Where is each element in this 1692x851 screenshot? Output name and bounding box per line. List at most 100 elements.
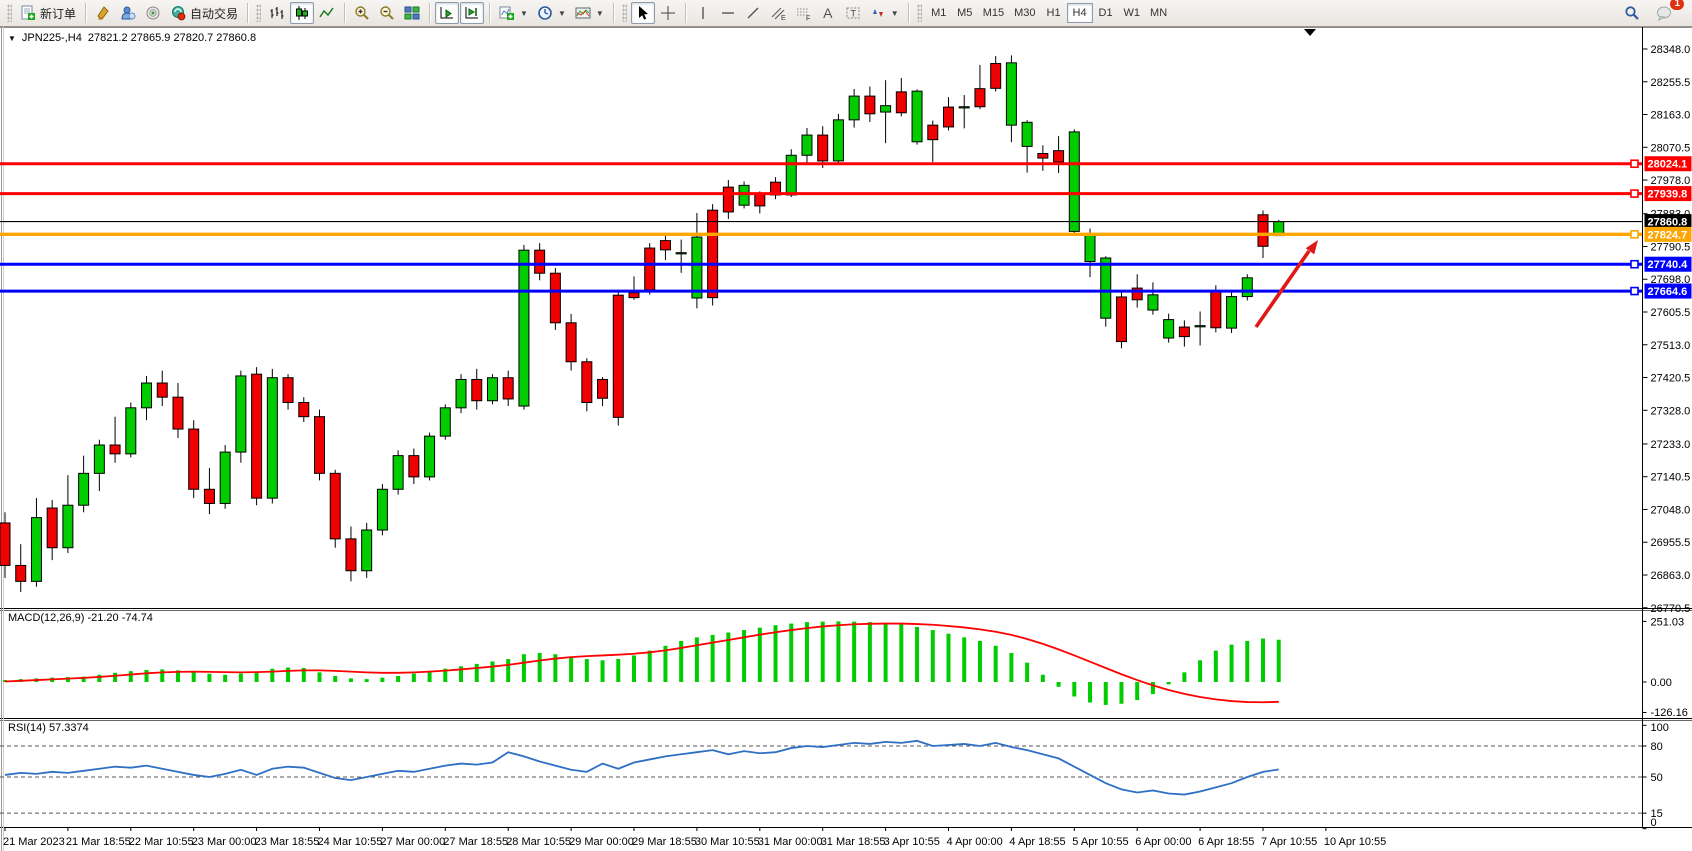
candle-body bbox=[691, 236, 703, 299]
symbol-dropdown-icon[interactable]: ▼ bbox=[8, 33, 16, 43]
main-toolbar: 新订单 自动交易 bbox=[0, 0, 1692, 27]
candle-body bbox=[1210, 291, 1222, 329]
macd-panel[interactable] bbox=[3, 621, 1281, 705]
zoom-out-icon bbox=[379, 5, 395, 21]
toolbar-grip[interactable] bbox=[621, 4, 627, 22]
vertical-line-tool-button[interactable] bbox=[691, 2, 715, 24]
candle-body bbox=[1257, 214, 1269, 247]
candle-body bbox=[675, 252, 687, 255]
candle-body bbox=[266, 377, 278, 499]
template-icon bbox=[575, 5, 591, 21]
time-axis-label: 21 Mar 18:55 bbox=[66, 836, 131, 848]
zoom-in-button[interactable] bbox=[350, 2, 374, 24]
toolbar-grip[interactable] bbox=[7, 4, 12, 22]
macd-histogram-bar bbox=[1103, 682, 1108, 705]
text-label-tool-button[interactable]: T bbox=[841, 2, 865, 24]
text-tool-button[interactable]: A bbox=[816, 2, 840, 24]
price-tick-label: 27513.0 bbox=[1651, 340, 1691, 352]
candle-body bbox=[502, 377, 514, 400]
hline-handle[interactable] bbox=[1630, 230, 1639, 239]
timeframes-button[interactable]: ▼ bbox=[533, 2, 570, 24]
rsi-axis-label: 100 bbox=[1651, 722, 1669, 734]
dropdown-caret: ▼ bbox=[890, 8, 899, 18]
period-button-W1[interactable]: W1 bbox=[1123, 7, 1141, 19]
candle-body bbox=[974, 88, 986, 108]
time-axis-label: 10 Apr 10:55 bbox=[1324, 836, 1386, 848]
ohlc-values: 27821.2 27865.9 27820.7 27860.8 bbox=[87, 32, 257, 44]
chart-shift-button[interactable] bbox=[460, 2, 485, 24]
hline-handle[interactable] bbox=[1630, 259, 1639, 269]
arrow-annotation[interactable] bbox=[1254, 240, 1318, 329]
macd-histogram-bar bbox=[81, 676, 86, 682]
period-button-H4[interactable]: H4 bbox=[1066, 3, 1093, 23]
arrow-objects-button[interactable]: ▼ bbox=[866, 2, 903, 24]
period-button-M15[interactable]: M15 bbox=[982, 7, 1005, 19]
macd-histogram-bar bbox=[742, 630, 747, 682]
toolbar-grip[interactable] bbox=[916, 4, 922, 22]
trendline-tool-button[interactable] bbox=[741, 2, 765, 24]
hline-handle[interactable] bbox=[1630, 286, 1639, 296]
macd-histogram-bar bbox=[804, 622, 809, 682]
text-tool-icon: A bbox=[823, 5, 833, 21]
period-button-MN[interactable]: MN bbox=[1150, 7, 1168, 19]
price-chart[interactable]: 28348.028255.528163.028070.527978.027883… bbox=[0, 27, 1692, 851]
macd-histogram-bar bbox=[1198, 660, 1203, 682]
auto-trading-button[interactable]: 自动交易 bbox=[166, 2, 242, 24]
chart-window[interactable]: 28348.028255.528163.028070.527978.027883… bbox=[0, 27, 1692, 851]
candle-body bbox=[345, 538, 357, 572]
indicators-button[interactable]: ▼ bbox=[495, 2, 532, 24]
candle-body bbox=[707, 209, 719, 299]
market-watch-button[interactable] bbox=[116, 2, 140, 24]
hline-handle[interactable] bbox=[1630, 159, 1639, 169]
price-tick-label: 27233.0 bbox=[1651, 439, 1691, 451]
macd-histogram-bar bbox=[773, 625, 778, 682]
macd-histogram-bar bbox=[946, 633, 951, 682]
styler-button[interactable] bbox=[91, 2, 115, 24]
templates-button[interactable]: ▼ bbox=[571, 2, 608, 24]
dropdown-caret: ▼ bbox=[557, 8, 566, 18]
macd-histogram-bar bbox=[867, 622, 872, 682]
toolbar-grip[interactable] bbox=[256, 4, 262, 22]
period-button-M1[interactable]: M1 bbox=[931, 7, 947, 19]
zoom-out-button[interactable] bbox=[375, 2, 399, 24]
fibonacci-tool-button[interactable]: F bbox=[791, 2, 815, 24]
price-tick-label: 27978.0 bbox=[1651, 175, 1691, 187]
notification-badge[interactable]: 1 bbox=[1670, 0, 1684, 10]
candle-body bbox=[958, 106, 970, 109]
candle-body bbox=[943, 106, 954, 128]
macd-histogram-bar bbox=[1040, 674, 1045, 682]
line-chart-button[interactable] bbox=[315, 2, 339, 24]
signals-button[interactable] bbox=[141, 2, 165, 24]
period-button-D1[interactable]: D1 bbox=[1098, 7, 1113, 19]
cursor-tool-button[interactable] bbox=[630, 2, 655, 24]
new-order-button[interactable]: 新订单 bbox=[16, 2, 80, 24]
candle-body bbox=[628, 292, 640, 299]
hline-handle[interactable] bbox=[1630, 189, 1639, 198]
macd-histogram-bar bbox=[396, 675, 401, 682]
svg-text:E: E bbox=[781, 15, 786, 21]
notifications-button[interactable]: 1 bbox=[1652, 0, 1684, 24]
auto-scroll-button[interactable] bbox=[435, 2, 460, 24]
candle-body bbox=[408, 455, 420, 478]
crosshair-tool-button[interactable] bbox=[656, 2, 680, 24]
search-button[interactable] bbox=[1620, 2, 1644, 24]
price-tick-label: 26863.0 bbox=[1651, 570, 1691, 582]
candle-body bbox=[1147, 294, 1159, 311]
time-axis-label: 6 Apr 00:00 bbox=[1135, 836, 1191, 848]
candle-body bbox=[518, 249, 530, 407]
bar-chart-button[interactable] bbox=[265, 2, 289, 24]
candles-layer[interactable] bbox=[0, 55, 1285, 593]
candlestick-chart-button[interactable] bbox=[290, 2, 315, 24]
period-button-M30[interactable]: M30 bbox=[1014, 7, 1036, 19]
period-button-H1[interactable]: H1 bbox=[1046, 7, 1061, 19]
equidistant-channel-tool-button[interactable]: E bbox=[766, 2, 790, 24]
period-button-M5[interactable]: M5 bbox=[957, 7, 973, 19]
tile-windows-button[interactable] bbox=[400, 2, 424, 24]
candle-body bbox=[1068, 131, 1080, 232]
macd-histogram-bar bbox=[820, 621, 825, 682]
candle-body bbox=[125, 407, 137, 455]
rsi-indicator-label: RSI(14) 57.3374 bbox=[8, 722, 89, 734]
candle-body bbox=[549, 272, 561, 324]
horizontal-line-tool-button[interactable] bbox=[716, 2, 740, 24]
candle-body bbox=[832, 119, 844, 162]
